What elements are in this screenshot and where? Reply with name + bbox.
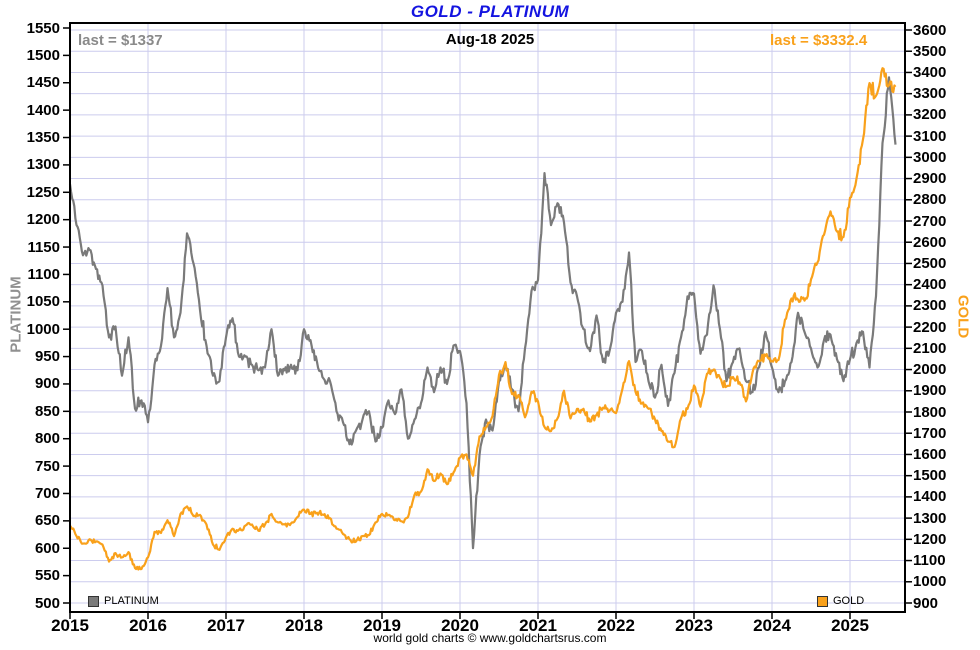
gold-axis-tick-2800: 2800 — [913, 191, 947, 209]
gold-axis-tick-1700: 1700 — [913, 424, 947, 442]
platinum-axis-tick-1550: 1550 — [26, 19, 60, 37]
gold-price-line — [69, 67, 897, 571]
platinum-axis-tick-1100: 1100 — [27, 265, 60, 283]
platinum-axis-tick-500: 500 — [34, 594, 60, 612]
platinum-last-value-label: last = $1337 — [78, 32, 163, 49]
gold-axis-tick-3300: 3300 — [913, 85, 947, 103]
platinum-axis-tick-900: 900 — [34, 375, 60, 393]
gridlines — [70, 23, 905, 612]
gold-axis-tick-3100: 3100 — [913, 127, 947, 145]
gold-last-value-label: last = $3332.4 — [770, 32, 868, 49]
gold-axis-tick-3500: 3500 — [913, 42, 947, 60]
gold-axis-tick-1600: 1600 — [913, 445, 947, 463]
platinum-legend-label: PLATINUM — [104, 595, 159, 607]
platinum-axis-tick-750: 750 — [34, 457, 60, 475]
legend-platinum: PLATINUM — [88, 595, 159, 607]
platinum-axis-tick-850: 850 — [34, 402, 60, 420]
platinum-axis-tick-1150: 1150 — [27, 238, 60, 256]
year-axis-tick-2025: 2025 — [831, 616, 869, 635]
year-axis-tick-2016: 2016 — [129, 616, 167, 635]
gold-axis-tick-1800: 1800 — [913, 403, 947, 421]
platinum-axis-tick-800: 800 — [34, 430, 60, 448]
platinum-axis-tick-600: 600 — [34, 539, 60, 557]
gold-axis-tick-3400: 3400 — [913, 63, 947, 81]
gold-axis-tick-1500: 1500 — [913, 467, 947, 485]
platinum-axis-tick-650: 650 — [34, 512, 60, 530]
gold-axis-tick-2500: 2500 — [913, 254, 947, 272]
platinum-axis-tick-550: 550 — [34, 567, 60, 585]
year-axis-tick-2019: 2019 — [363, 616, 401, 635]
gold-axis-tick-2600: 2600 — [913, 233, 947, 251]
gold-axis-tick-1400: 1400 — [913, 488, 947, 506]
gold-axis-tick-2000: 2000 — [913, 361, 947, 379]
gold-axis-tick-2400: 2400 — [913, 276, 947, 294]
chart-footer-credit: world gold charts © www.goldchartsrus.co… — [373, 631, 607, 645]
platinum-axis-tick-1250: 1250 — [26, 183, 60, 201]
platinum-axis-tick-1300: 1300 — [26, 156, 60, 174]
year-axis-tick-2021: 2021 — [519, 616, 557, 635]
platinum-axis-tick-1350: 1350 — [26, 129, 60, 147]
gold-axis-tick-1300: 1300 — [913, 509, 947, 527]
gold-axis-tick-1100: 1100 — [913, 552, 946, 570]
gold-axis-tick-3200: 3200 — [913, 106, 947, 124]
axis-ticks — [63, 27, 912, 619]
platinum-axis-tick-1450: 1450 — [26, 74, 60, 92]
year-axis-tick-2023: 2023 — [675, 616, 713, 635]
year-axis-tick-2020: 2020 — [441, 616, 479, 635]
gold-axis-tick-2200: 2200 — [913, 318, 947, 336]
gold-axis-tick-900: 900 — [913, 594, 939, 612]
gold-axis-tick-2100: 2100 — [913, 339, 947, 357]
platinum-legend-swatch — [88, 595, 99, 607]
legend-gold: GOLD — [817, 595, 864, 607]
gold-axis-tick-2900: 2900 — [913, 170, 947, 188]
platinum-axis-tick-1200: 1200 — [26, 211, 60, 229]
year-axis-tick-2024: 2024 — [753, 616, 791, 635]
gold-legend-label: GOLD — [833, 595, 865, 607]
year-axis-tick-2017: 2017 — [207, 616, 245, 635]
platinum-price-line — [68, 76, 897, 550]
gold-axis-tick-3600: 3600 — [913, 21, 947, 39]
platinum-axis-tick-1500: 1500 — [26, 46, 60, 64]
chart-title: GOLD - PLATINUM — [410, 2, 570, 21]
gold-axis-tick-3000: 3000 — [913, 148, 947, 166]
gold-axis-tick-1000: 1000 — [913, 573, 947, 591]
plot-border — [69, 22, 906, 613]
gold-legend-swatch — [817, 595, 828, 607]
platinum-axis-tick-1400: 1400 — [26, 101, 60, 119]
year-axis-tick-2018: 2018 — [285, 616, 323, 635]
gold-axis-tick-2700: 2700 — [913, 212, 947, 230]
platinum-axis-tick-950: 950 — [34, 348, 60, 366]
platinum-axis-tick-1000: 1000 — [26, 320, 60, 338]
platinum-axis-tick-1050: 1050 — [26, 293, 60, 311]
year-axis-tick-2015: 2015 — [51, 616, 89, 635]
year-axis-tick-2022: 2022 — [597, 616, 635, 635]
gold-axis-tick-2300: 2300 — [913, 297, 947, 315]
gold-axis-tick-1200: 1200 — [913, 530, 947, 548]
gold-axis-tick-1900: 1900 — [913, 382, 947, 400]
platinum-axis-tick-700: 700 — [34, 484, 60, 502]
chart-date-label: Aug-18 2025 — [445, 31, 535, 48]
